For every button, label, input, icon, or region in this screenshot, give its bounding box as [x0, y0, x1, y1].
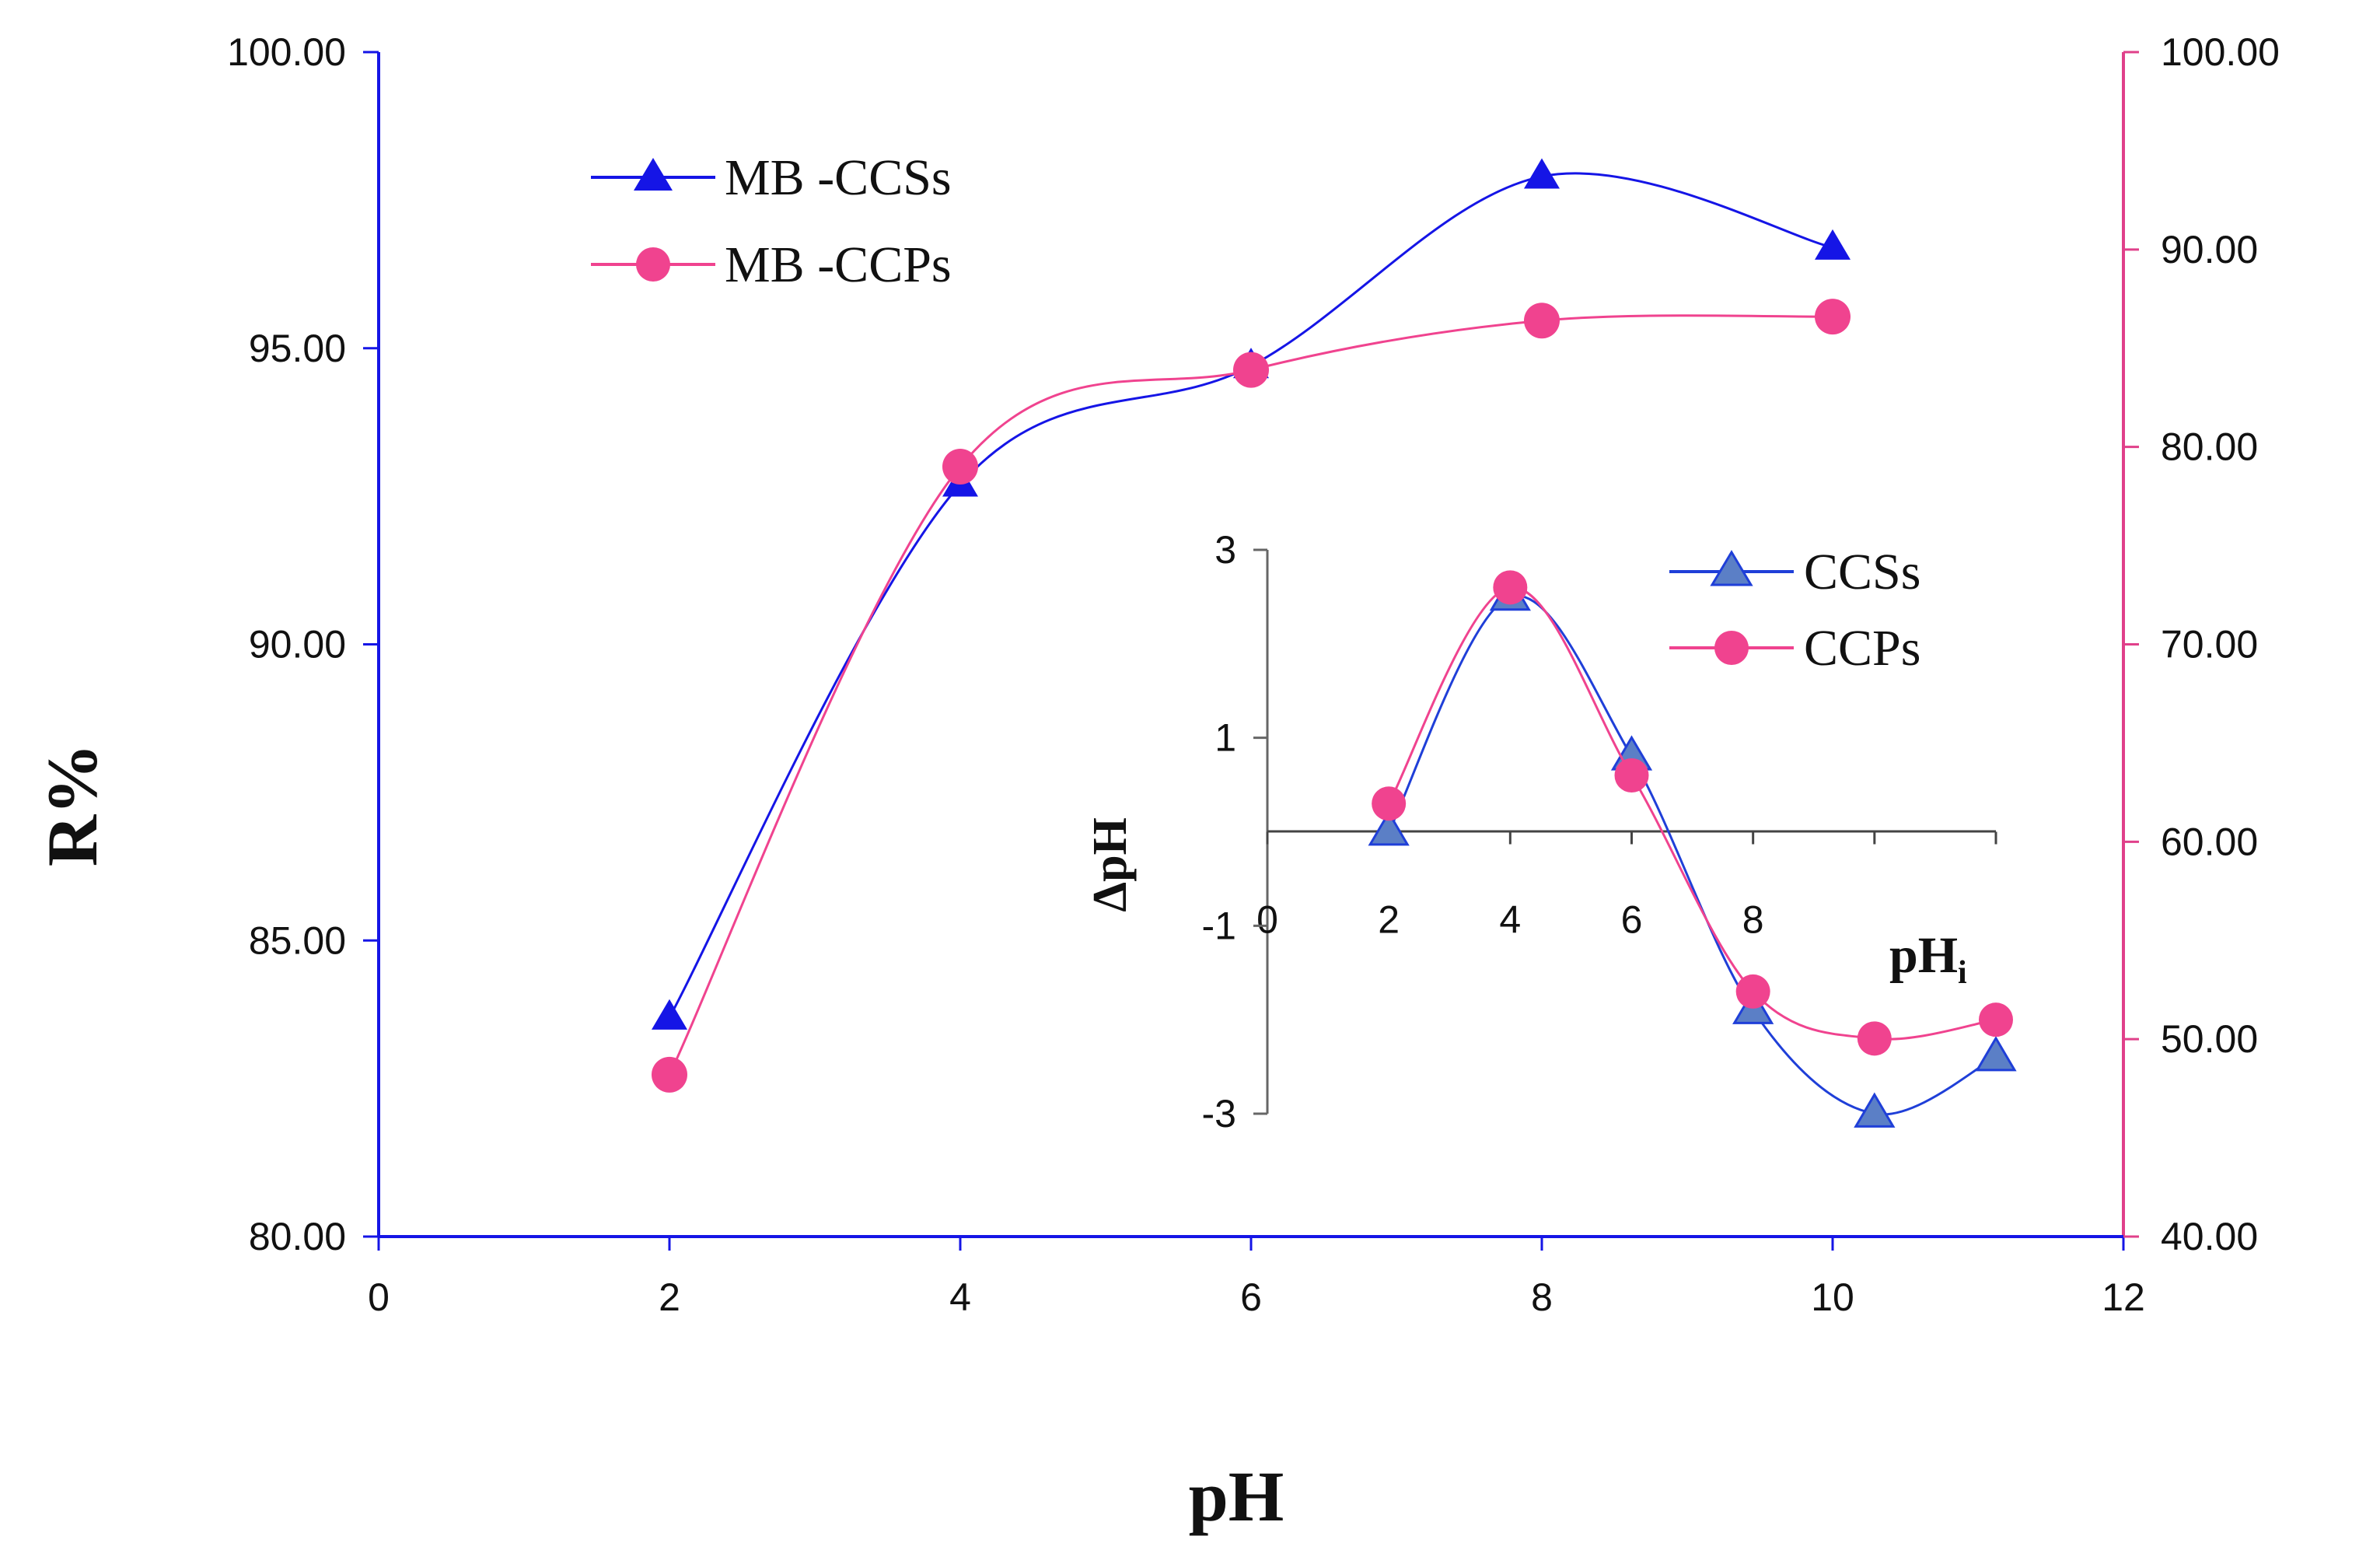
- inset-data-point-ccps: [1493, 570, 1528, 605]
- left-y-tick-label: 95.00: [249, 327, 346, 370]
- inset-x-axis-title-main: pH: [1889, 927, 1958, 984]
- left-y-tick-label: 85.00: [249, 918, 346, 962]
- right-y-tick-label: 70.00: [2161, 623, 2258, 667]
- inset-y-tick-label: -3: [1202, 1092, 1236, 1135]
- inset-data-point-ccps: [1614, 758, 1649, 792]
- right-y-tick-label: 100.00: [2161, 30, 2280, 74]
- left-y-tick-label: 100.00: [227, 30, 346, 74]
- inset-x-axis-title-subscript: i: [1958, 955, 1967, 991]
- inset-x-tick-label: 8: [1742, 898, 1764, 942]
- data-point-mb-ccss: [1524, 158, 1560, 189]
- inset-x-tick-label: 4: [1499, 898, 1521, 942]
- inset-y-tick-label: -1: [1202, 904, 1236, 947]
- inset-y-axis-title: ΔpH: [1084, 817, 1137, 912]
- inset-data-point-ccps: [1735, 974, 1770, 1009]
- data-point-mb-ccps: [1815, 299, 1851, 335]
- inset-data-point-ccps: [1857, 1021, 1892, 1056]
- x-tick-label: 8: [1531, 1275, 1553, 1319]
- legend-label-mb-ccss: MB -CCSs: [725, 149, 952, 206]
- inset-x-tick-label: 0: [1256, 898, 1278, 942]
- legend-marker-ccps: [1714, 631, 1749, 665]
- inset-data-point-ccps: [1979, 1002, 2013, 1037]
- right-y-tick-label: 80.00: [2161, 425, 2258, 469]
- x-tick-label: 0: [368, 1275, 390, 1319]
- inset-x-tick-label: 2: [1378, 898, 1400, 942]
- inset-x-axis-ticks: 0 2 4 6 8: [1256, 831, 1997, 942]
- main-legend: MB -CCSs MB -CCPs: [591, 149, 952, 293]
- left-y-tick-label: 90.00: [249, 623, 346, 667]
- data-point-mb-ccss: [1815, 229, 1851, 260]
- legend-marker-ccss: [1710, 550, 1753, 586]
- inset-x-axis-title: pHi: [1889, 927, 1967, 991]
- inset-chart: 0 2 4 6 8 -3 -1 1 3 ΔpH pHi CCSs CCPs: [1084, 528, 2017, 1135]
- x-tick-label: 2: [659, 1275, 680, 1319]
- x-axis-ticks: 0 2 4 6 8 10 12: [368, 1237, 2145, 1319]
- data-point-mb-ccps: [942, 449, 978, 485]
- inset-y-tick-label: 1: [1214, 716, 1236, 760]
- inset-x-tick-label: 6: [1621, 898, 1643, 942]
- inset-series-group: [1368, 570, 2017, 1128]
- x-axis-title: pH: [1189, 1457, 1284, 1536]
- right-y-tick-label: 40.00: [2161, 1215, 2258, 1258]
- inset-y-tick-label: 3: [1214, 528, 1236, 572]
- right-y-axis-ticks: 40.00 50.00 60.00 70.00 80.00 90.00 100.00: [2123, 30, 2280, 1258]
- x-tick-label: 6: [1240, 1275, 1262, 1319]
- left-y-tick-label: 80.00: [249, 1215, 346, 1258]
- inset-data-point-ccps: [1372, 786, 1407, 821]
- legend-label-ccss: CCSs: [1804, 544, 1920, 600]
- x-tick-label: 10: [1811, 1275, 1854, 1319]
- main-series-group: [652, 158, 1851, 1093]
- inset-data-point-ccss: [1854, 1092, 1896, 1128]
- inset-y-axis-ticks: -3 -1 1 3: [1202, 528, 1267, 1135]
- legend-label-ccps: CCPs: [1804, 620, 1920, 677]
- legend-marker-mb-ccps: [636, 247, 670, 282]
- series-line-mb-ccss: [668, 172, 1833, 1018]
- data-point-mb-ccps: [1524, 303, 1560, 339]
- x-tick-label: 12: [2102, 1275, 2145, 1319]
- data-point-mb-ccss: [652, 999, 687, 1030]
- data-point-mb-ccps: [1233, 352, 1269, 388]
- y-axis-title: R%: [33, 744, 112, 866]
- inset-legend: CCSs CCPs: [1669, 544, 1920, 677]
- legend-label-mb-ccps: MB -CCPs: [725, 236, 952, 293]
- left-y-axis-ticks: 80.00 85.00 90.00 95.00 100.00: [227, 30, 379, 1258]
- data-point-mb-ccps: [652, 1056, 687, 1093]
- right-y-tick-label: 90.00: [2161, 228, 2258, 271]
- right-y-tick-label: 50.00: [2161, 1017, 2258, 1061]
- series-line-mb-ccps: [668, 314, 1833, 1076]
- x-tick-label: 4: [949, 1275, 971, 1319]
- legend-marker-mb-ccss: [634, 158, 673, 191]
- inset-data-point-ccss: [1368, 810, 1410, 846]
- inset-data-point-ccss: [1975, 1036, 2017, 1072]
- right-y-tick-label: 60.00: [2161, 820, 2258, 863]
